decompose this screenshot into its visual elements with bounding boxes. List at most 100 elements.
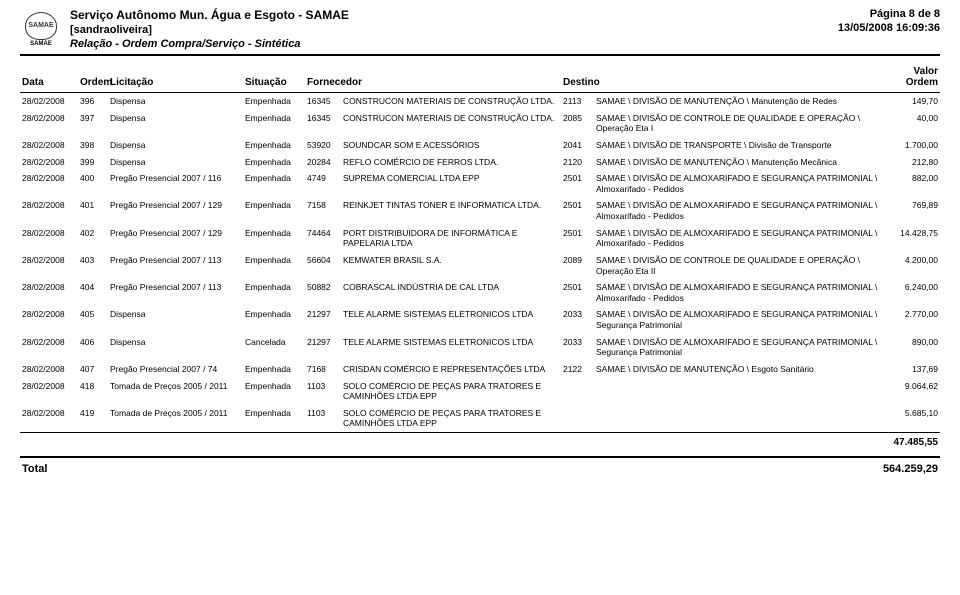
cell-ordem: 396: [78, 93, 108, 110]
cell-destino-name: SAMAE \ DIVISÃO DE MANUTENÇÃO \ Manutenç…: [594, 93, 880, 110]
cell-fornecedor-name: CONSTRUCON MATERIAIS DE CONSTRUÇÃO LTDA.: [341, 93, 561, 110]
cell-situacao: Empenhada: [243, 197, 305, 224]
cell-licitacao: Dispensa: [108, 137, 243, 154]
cell-data: 28/02/2008: [20, 334, 78, 361]
cell-ordem: 399: [78, 154, 108, 171]
cell-licitacao: Dispensa: [108, 334, 243, 361]
cell-fornecedor-code: 21297: [305, 306, 341, 333]
cell-destino-name: [594, 378, 880, 405]
cell-situacao: Empenhada: [243, 93, 305, 110]
cell-destino-code: 2501: [561, 170, 594, 197]
cell-situacao: Empenhada: [243, 154, 305, 171]
cell-destino-name: [594, 405, 880, 433]
table-row: 28/02/2008404Pregão Presencial 2007 / 11…: [20, 279, 940, 306]
cell-destino-name: SAMAE \ DIVISÃO DE ALMOXARIFADO E SEGURA…: [594, 279, 880, 306]
cell-fornecedor-name: REFLO COMÉRCIO DE FERROS LTDA.: [341, 154, 561, 171]
table-row: 28/02/2008401Pregão Presencial 2007 / 12…: [20, 197, 940, 224]
cell-data: 28/02/2008: [20, 405, 78, 433]
cell-destino-code: [561, 378, 594, 405]
cell-data: 28/02/2008: [20, 279, 78, 306]
cell-data: 28/02/2008: [20, 225, 78, 252]
cell-data: 28/02/2008: [20, 110, 78, 137]
cell-fornecedor-name: REINKJET TINTAS TONER E INFORMATICA LTDA…: [341, 197, 561, 224]
cell-destino-code: 2120: [561, 154, 594, 171]
cell-fornecedor-name: CONSTRUCON MATERIAIS DE CONSTRUÇÃO LTDA.: [341, 110, 561, 137]
cell-ordem: 401: [78, 197, 108, 224]
cell-licitacao: Dispensa: [108, 93, 243, 110]
header-titles: Serviço Autônomo Mun. Água e Esgoto - SA…: [70, 8, 838, 50]
cell-ordem: 397: [78, 110, 108, 137]
cell-destino-code: 2122: [561, 361, 594, 378]
cell-ordem: 404: [78, 279, 108, 306]
total-label: Total: [20, 457, 880, 480]
cell-fornecedor-code: 16345: [305, 93, 341, 110]
table-row: 28/02/2008398DispensaEmpenhada53920SOUND…: [20, 137, 940, 154]
col-fornecedor: Fornecedor: [305, 62, 561, 93]
cell-data: 28/02/2008: [20, 361, 78, 378]
cell-licitacao: Tomada de Preços 2005 / 2011: [108, 405, 243, 433]
cell-fornecedor-name: SOLO COMÉRCIO DE PEÇAS PARA TRATORES E C…: [341, 405, 561, 433]
cell-fornecedor-code: 56604: [305, 252, 341, 279]
cell-fornecedor-name: SOUNDCAR SOM E ACESSÓRIOS: [341, 137, 561, 154]
cell-data: 28/02/2008: [20, 252, 78, 279]
cell-situacao: Empenhada: [243, 225, 305, 252]
total-value: 564.259,29: [880, 457, 940, 480]
cell-fornecedor-name: TELE ALARME SISTEMAS ELETRONICOS LTDA: [341, 334, 561, 361]
cell-destino-code: [561, 405, 594, 433]
cell-situacao: Empenhada: [243, 361, 305, 378]
table-header-row: Data Ordem Licitação Situação Fornecedor…: [20, 62, 940, 93]
cell-ordem: 405: [78, 306, 108, 333]
cell-fornecedor-code: 1103: [305, 405, 341, 433]
table-row: 28/02/2008403Pregão Presencial 2007 / 11…: [20, 252, 940, 279]
cell-valor: 14.428,75: [880, 225, 940, 252]
cell-fornecedor-code: 53920: [305, 137, 341, 154]
cell-ordem: 418: [78, 378, 108, 405]
cell-fornecedor-name: SUPREMA COMERCIAL LTDA EPP: [341, 170, 561, 197]
cell-licitacao: Tomada de Preços 2005 / 2011: [108, 378, 243, 405]
cell-valor: 4.200,00: [880, 252, 940, 279]
cell-licitacao: Pregão Presencial 2007 / 129: [108, 197, 243, 224]
cell-fornecedor-name: PORT DISTRIBUIDORA DE INFORMÁTICA E PAPE…: [341, 225, 561, 252]
cell-valor: 1.700,00: [880, 137, 940, 154]
table-row: 28/02/2008397DispensaEmpenhada16345CONST…: [20, 110, 940, 137]
cell-data: 28/02/2008: [20, 170, 78, 197]
cell-fornecedor-name: KEMWATER BRASIL S.A.: [341, 252, 561, 279]
cell-valor: 5.685,10: [880, 405, 940, 433]
cell-ordem: 400: [78, 170, 108, 197]
cell-destino-name: SAMAE \ DIVISÃO DE ALMOXARIFADO E SEGURA…: [594, 170, 880, 197]
table-row: 28/02/2008406DispensaCancelada21297TELE …: [20, 334, 940, 361]
cell-fornecedor-code: 50882: [305, 279, 341, 306]
cell-data: 28/02/2008: [20, 93, 78, 110]
cell-ordem: 398: [78, 137, 108, 154]
cell-fornecedor-name: CRISDAN COMÉRCIO E REPRESENTAÇÕES LTDA: [341, 361, 561, 378]
cell-fornecedor-code: 7168: [305, 361, 341, 378]
header-meta: Página 8 de 8 13/05/2008 16:09:36: [838, 8, 940, 34]
orders-table: Data Ordem Licitação Situação Fornecedor…: [20, 62, 940, 479]
cell-situacao: Empenhada: [243, 252, 305, 279]
cell-destino-code: 2033: [561, 306, 594, 333]
cell-data: 28/02/2008: [20, 306, 78, 333]
cell-valor: 6.240,00: [880, 279, 940, 306]
logo-caption: SAMAE: [30, 41, 52, 47]
report-header: SAMAE SAMAE Serviço Autônomo Mun. Água e…: [20, 8, 940, 56]
cell-destino-code: 2033: [561, 334, 594, 361]
cell-destino-code: 2089: [561, 252, 594, 279]
cell-fornecedor-code: 20284: [305, 154, 341, 171]
cell-destino-name: SAMAE \ DIVISÃO DE TRANSPORTE \ Divisão …: [594, 137, 880, 154]
cell-destino-name: SAMAE \ DIVISÃO DE CONTROLE DE QUALIDADE…: [594, 252, 880, 279]
cell-situacao: Cancelada: [243, 334, 305, 361]
table-row: 28/02/2008418Tomada de Preços 2005 / 201…: [20, 378, 940, 405]
report-title: Relação - Ordem Compra/Serviço - Sintéti…: [70, 38, 838, 50]
cell-destino-code: 2501: [561, 225, 594, 252]
cell-fornecedor-name: TELE ALARME SISTEMAS ELETRONICOS LTDA: [341, 306, 561, 333]
cell-ordem: 402: [78, 225, 108, 252]
cell-fornecedor-code: 16345: [305, 110, 341, 137]
col-situacao: Situação: [243, 62, 305, 93]
total-row: Total 564.259,29: [20, 457, 940, 480]
cell-data: 28/02/2008: [20, 137, 78, 154]
cell-ordem: 406: [78, 334, 108, 361]
cell-fornecedor-code: 74464: [305, 225, 341, 252]
cell-valor: 769,89: [880, 197, 940, 224]
table-row: 28/02/2008400Pregão Presencial 2007 / 11…: [20, 170, 940, 197]
cell-fornecedor-name: SOLO COMÉRCIO DE PEÇAS PARA TRATORES E C…: [341, 378, 561, 405]
